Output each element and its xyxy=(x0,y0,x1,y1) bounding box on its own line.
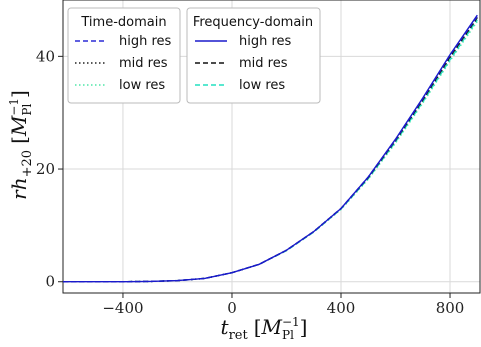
series-line-3 xyxy=(63,14,478,283)
legend-time-domain-title: Time-domain xyxy=(80,15,166,30)
legend-entry-label: high res xyxy=(119,34,172,49)
legend-frequency-domain-entries: high res mid res low res xyxy=(195,34,292,93)
x-tick-label: 400 xyxy=(327,299,356,317)
legend-frequency-domain-box xyxy=(186,7,321,104)
x-axis-label: tret [MPl−1] xyxy=(221,315,308,343)
y-ticks: 0 20 40 xyxy=(36,47,63,291)
legend-time-domain-entries: high res mid res low res xyxy=(75,34,172,93)
legend-entry-label: mid res xyxy=(119,56,168,71)
series-lines xyxy=(63,14,478,283)
legend-frequency-domain: Frequency-domain high res mid res low res xyxy=(186,7,321,104)
y-tick-label: 20 xyxy=(36,160,55,178)
x-ticks: −400 0 400 800 xyxy=(102,293,464,317)
legend-frequency-domain-title: Frequency-domain xyxy=(193,15,313,30)
plot-frame xyxy=(62,0,481,294)
legend-entry-label: low res xyxy=(119,78,165,93)
legend-entry-label: high res xyxy=(239,34,292,49)
legend-entry-label: mid res xyxy=(239,56,288,71)
x-tick-label: 0 xyxy=(227,299,237,317)
y-tick-label: 40 xyxy=(36,47,55,65)
x-tick-label: −400 xyxy=(102,299,143,317)
legend-entry-label: low res xyxy=(239,78,285,93)
legend-time-domain-box xyxy=(67,7,181,104)
x-tick-label: 800 xyxy=(436,299,465,317)
y-axis-label: rh+20[MPl−1] xyxy=(7,90,35,200)
legend-time-domain: Time-domain high res mid res low res xyxy=(67,7,181,104)
y-tick-label: 0 xyxy=(45,273,55,291)
